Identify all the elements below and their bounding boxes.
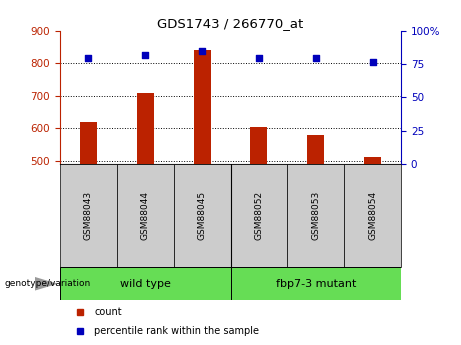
- Point: [255, 55, 263, 60]
- Text: GSM88045: GSM88045: [198, 191, 207, 240]
- Text: genotype/variation: genotype/variation: [5, 279, 91, 288]
- Bar: [364, 157, 381, 164]
- Bar: [60, 164, 117, 267]
- Title: GDS1743 / 266770_at: GDS1743 / 266770_at: [157, 17, 304, 30]
- Polygon shape: [35, 277, 58, 290]
- Bar: [60, 267, 230, 300]
- Bar: [174, 164, 230, 267]
- Point: [369, 59, 376, 65]
- Bar: [344, 164, 401, 267]
- Point: [85, 55, 92, 60]
- Text: wild type: wild type: [120, 279, 171, 289]
- Text: percentile rank within the sample: percentile rank within the sample: [94, 326, 259, 336]
- Bar: [230, 164, 287, 267]
- Bar: [230, 267, 401, 300]
- Bar: [194, 50, 211, 164]
- Bar: [136, 92, 154, 164]
- Bar: [117, 164, 174, 267]
- Text: fbp7-3 mutant: fbp7-3 mutant: [276, 279, 356, 289]
- Bar: [307, 135, 324, 164]
- Point: [312, 55, 319, 60]
- Point: [198, 48, 206, 54]
- Bar: [80, 122, 97, 164]
- Text: count: count: [94, 307, 122, 317]
- Text: GSM88053: GSM88053: [311, 191, 320, 240]
- Text: GSM88054: GSM88054: [368, 191, 377, 240]
- Text: GSM88044: GSM88044: [141, 191, 150, 240]
- Bar: [287, 164, 344, 267]
- Bar: [250, 127, 267, 164]
- Point: [142, 52, 149, 58]
- Text: GSM88052: GSM88052: [254, 191, 263, 240]
- Text: GSM88043: GSM88043: [84, 191, 93, 240]
